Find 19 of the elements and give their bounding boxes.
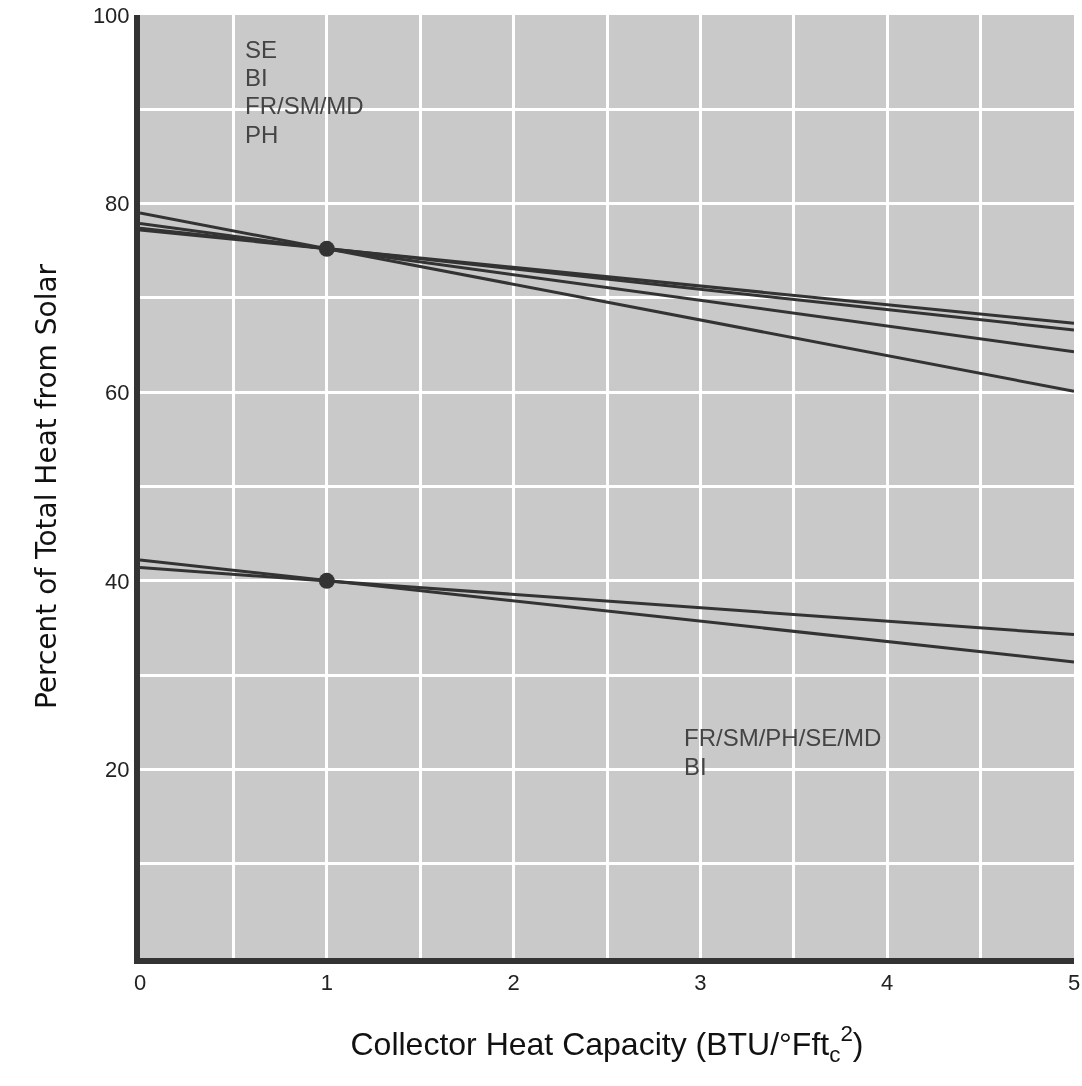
x-tick-label: 4 — [881, 970, 894, 996]
x-tick-label: 2 — [507, 970, 520, 996]
x-tick-label: 5 — [1067, 970, 1081, 996]
annotation: SE — [245, 36, 278, 63]
y-tick-label: 60 — [105, 379, 130, 405]
y-axis-title: Percent of Total Heat from Solar — [30, 263, 64, 710]
annotation: FR/SM/PH/SE/MD — [684, 724, 882, 751]
y-tick-label: 80 — [105, 191, 130, 217]
annotation: PH — [245, 121, 279, 148]
x-tick-label: 1 — [320, 970, 333, 996]
y-tick-label: 100 — [92, 2, 130, 28]
annotation: FR/SM/MD — [245, 92, 364, 119]
x-axis-title: Collector Heat Capacity (BTU/°Fft$_{c}$$^{2}$) — [350, 1021, 864, 1067]
x-tick-label: 3 — [694, 970, 707, 996]
annotation: BI — [684, 753, 707, 780]
x-tick-label: 0 — [133, 970, 147, 996]
y-tick-label: 20 — [105, 757, 130, 783]
y-tick-label: 40 — [105, 568, 130, 594]
annotation: BI — [245, 64, 268, 91]
